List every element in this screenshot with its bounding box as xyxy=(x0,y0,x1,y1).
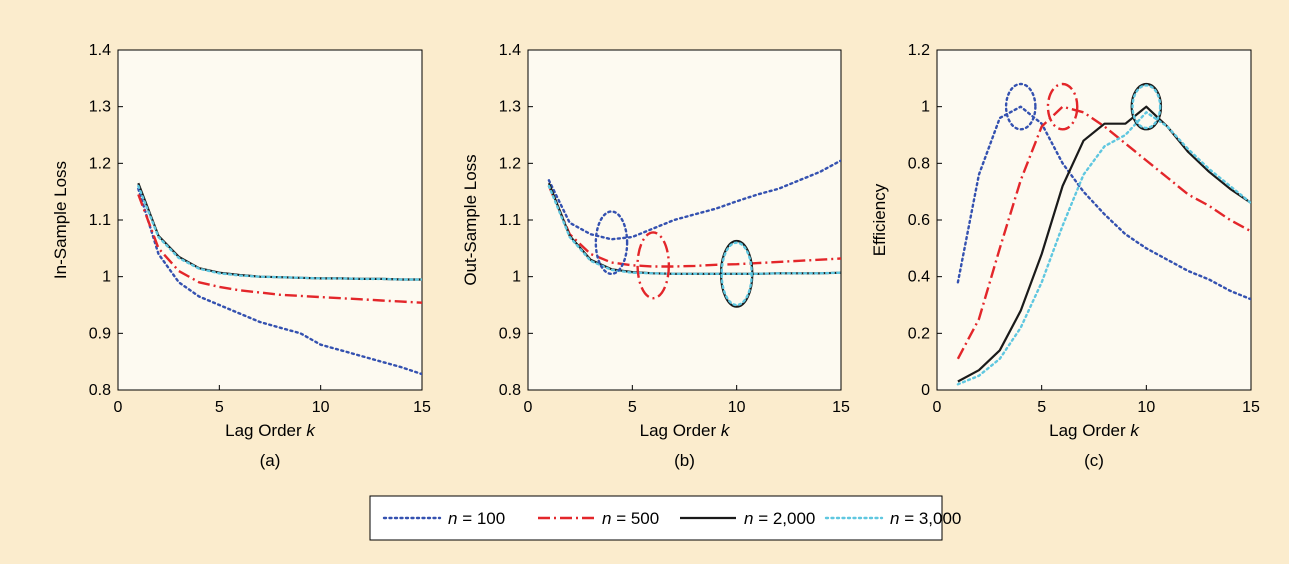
panel-a-ytick-label-3: 1.1 xyxy=(89,212,111,229)
legend-entry-n3000: n = 3,000 xyxy=(824,509,961,528)
legend-entry-n500: n = 500 xyxy=(538,509,659,528)
legend-label-n100: n = 100 xyxy=(448,509,505,528)
panel-a-ylabel: In-Sample Loss xyxy=(51,161,70,279)
panel-b-xtick-label-2: 10 xyxy=(728,399,746,416)
panel-b-series-group xyxy=(547,159,841,275)
panel-a-series-group xyxy=(137,182,422,376)
panel-c-xlabel: Lag Order k xyxy=(1049,421,1140,440)
panel-b-ylabel: Out-Sample Loss xyxy=(461,154,480,285)
panel-a-xtick-label-3: 15 xyxy=(413,399,431,416)
panel-a-ytick-label-1: 0.9 xyxy=(89,325,111,342)
panel-a-xlabel: Lag Order k xyxy=(225,421,316,440)
panel-b-xlabel: Lag Order k xyxy=(640,421,731,440)
panel-c-xtick-label-3: 15 xyxy=(1242,399,1260,416)
panel-b-ytick-label-1: 0.9 xyxy=(499,325,521,342)
panel-c-ytick-label-1: 0.2 xyxy=(908,325,930,342)
panel-b-ytick-label-0: 0.8 xyxy=(499,382,521,399)
legend-label-n3000: n = 3,000 xyxy=(890,509,961,528)
legend-box xyxy=(369,495,943,541)
panel-a-ytick-label-2: 1 xyxy=(102,269,111,286)
panel-a-series-n3000 xyxy=(137,184,422,281)
panel-c-series-n2000 xyxy=(957,105,1251,383)
panel-c-highlight-ellipse-n3000 xyxy=(1131,84,1162,130)
panel-c-ytick-label-3: 0.6 xyxy=(908,212,930,229)
panel-c-ytick-label-2: 0.4 xyxy=(908,269,930,286)
panel-c-xtick-label-0: 0 xyxy=(933,399,942,416)
panel-c-plot-area xyxy=(936,49,1252,391)
panel-c-label: (c) xyxy=(1084,451,1104,470)
panel-c-series-n500 xyxy=(956,105,1251,360)
panel-c-highlight-ellipse-n100 xyxy=(1004,82,1037,131)
legend-entry-n2000: n = 2,000 xyxy=(680,509,815,528)
panel-c-ytick-label-5: 1 xyxy=(921,99,930,116)
panel-c-highlight-ellipse-n500 xyxy=(1046,82,1079,131)
panel-a-series-n500 xyxy=(137,194,422,304)
panel-a-plot-area xyxy=(117,49,423,391)
panel-c-ytick-label-6: 1.2 xyxy=(908,42,930,59)
panel-b-series-n100 xyxy=(547,159,841,241)
legend-label-n2000: n = 2,000 xyxy=(744,509,815,528)
panel-b-ytick-label-5: 1.3 xyxy=(499,99,521,116)
panel-c-series-n3000 xyxy=(956,111,1251,386)
panel-b-label: (b) xyxy=(674,451,695,470)
panel-b-highlight-ellipse-n3000 xyxy=(720,241,753,307)
panel-b-highlight-ellipse-n500 xyxy=(636,231,671,300)
panel-c-ytick-label-4: 0.8 xyxy=(908,155,930,172)
panel-c-ytick-label-0: 0 xyxy=(921,382,930,399)
panel-a: 0.8 0.9 1 1.1 1.2 1.3 1.4 0 5 10 15 Lag Order k In-S… xyxy=(51,42,431,470)
panel-a-xtick-label-0: 0 xyxy=(114,399,123,416)
panel-b-xtick-label-3: 15 xyxy=(832,399,850,416)
panel-b-series-n3000 xyxy=(547,184,841,275)
panel-a-ytick-label-6: 1.4 xyxy=(89,42,111,59)
panel-b-xtick-label-1: 5 xyxy=(628,399,637,416)
panel-b-highlight-ellipse-n100 xyxy=(594,210,629,276)
panel-b-ytick-label-2: 1 xyxy=(512,269,521,286)
legend-label-n500: n = 500 xyxy=(602,509,659,528)
panel-b-ytick-label-4: 1.2 xyxy=(499,155,521,172)
panel-a-xtick-label-2: 10 xyxy=(312,399,330,416)
panel-b-plot-area xyxy=(527,49,842,391)
panel-a-label: (a) xyxy=(260,451,281,470)
panel-a-ytick-label-0: 0.8 xyxy=(89,382,111,399)
panel-c-xtick-label-2: 10 xyxy=(1137,399,1155,416)
panel-b: 0.8 0.9 1 1.1 1.2 1.3 1.4 0 5 10 15 Lag Order k Out-… xyxy=(461,42,850,470)
legend: n = 100 n = 500 n = 2,000 n = 3,000 xyxy=(369,495,961,541)
panel-b-xtick-label-0: 0 xyxy=(524,399,533,416)
panel-c: 0 0.2 0.4 0.6 0.8 1 1.2 0 5 10 15 Lag Order k Effici… xyxy=(870,42,1260,470)
panel-a-xtick-label-1: 5 xyxy=(215,399,224,416)
panel-a-ytick-label-5: 1.3 xyxy=(89,99,111,116)
panel-a-series-n100 xyxy=(137,187,422,376)
panel-b-ytick-label-6: 1.4 xyxy=(499,42,521,59)
legend-entry-n100: n = 100 xyxy=(382,509,505,528)
panel-c-xtick-label-1: 5 xyxy=(1037,399,1046,416)
panel-a-ytick-label-4: 1.2 xyxy=(89,155,111,172)
panel-c-ylabel: Efficiency xyxy=(870,183,889,256)
panel-b-ytick-label-3: 1.1 xyxy=(499,212,521,229)
